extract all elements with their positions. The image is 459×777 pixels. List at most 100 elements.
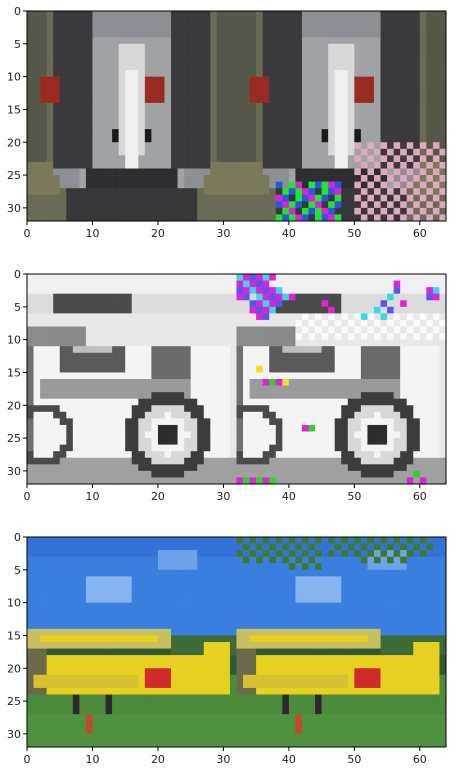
pixel <box>406 43 414 51</box>
pixel <box>347 207 355 215</box>
pixel <box>432 418 440 426</box>
pixel <box>413 287 421 294</box>
pixel <box>131 319 139 327</box>
pixel <box>360 537 368 544</box>
pixel <box>393 280 401 288</box>
pixel <box>171 274 178 281</box>
pixel <box>380 556 388 564</box>
pixel <box>99 418 106 426</box>
pixel <box>112 385 119 393</box>
pixel <box>138 339 146 347</box>
pixel <box>144 319 152 327</box>
pixel <box>151 274 159 281</box>
pixel <box>360 274 368 281</box>
pixel <box>288 287 296 294</box>
pixel <box>380 576 388 584</box>
pixel <box>184 30 191 38</box>
pixel <box>269 135 277 143</box>
pixel <box>400 313 408 321</box>
pixel <box>380 326 388 334</box>
pixel <box>367 563 375 571</box>
pixel <box>373 24 381 31</box>
pixel <box>144 135 152 143</box>
pixel <box>341 116 349 123</box>
pixel <box>295 17 303 25</box>
pixel <box>112 135 119 143</box>
pixel <box>256 464 263 472</box>
pixel <box>131 181 139 189</box>
pixel <box>315 161 322 169</box>
pixel <box>216 411 224 419</box>
pixel <box>315 615 322 623</box>
pixel <box>439 365 447 373</box>
pixel <box>99 470 106 478</box>
pixel <box>72 365 80 373</box>
pixel <box>151 477 159 485</box>
pixel <box>419 352 427 360</box>
pixel <box>59 537 67 544</box>
pixel <box>72 188 80 196</box>
pixel <box>315 392 322 399</box>
pixel <box>282 477 290 485</box>
pixel <box>236 168 244 176</box>
pixel <box>157 30 165 38</box>
pixel <box>79 181 87 189</box>
pixel <box>301 293 309 301</box>
pixel <box>321 333 329 340</box>
pixel <box>151 333 159 340</box>
pixel <box>334 365 342 373</box>
pixel <box>171 129 178 136</box>
pixel <box>216 333 224 340</box>
pixel <box>243 615 250 623</box>
pixel <box>85 333 93 340</box>
pixel <box>269 161 277 169</box>
pixel <box>262 11 270 18</box>
pixel <box>393 333 401 340</box>
pixel <box>406 24 414 31</box>
pixel <box>197 563 205 571</box>
pixel <box>131 293 139 301</box>
pixel <box>432 37 440 45</box>
pixel <box>301 359 309 367</box>
pixel <box>256 274 263 281</box>
pixel <box>59 274 67 281</box>
pixel <box>308 11 316 18</box>
pixel <box>413 24 421 31</box>
pixel <box>177 155 185 163</box>
pixel <box>262 142 270 150</box>
pixel <box>380 30 388 38</box>
pixel <box>347 37 355 45</box>
pixel <box>171 411 178 419</box>
pixel <box>393 451 401 459</box>
pixel <box>406 319 414 327</box>
pixel <box>439 596 447 603</box>
pixel <box>432 287 440 294</box>
pixel <box>262 24 270 31</box>
pixel <box>288 89 296 97</box>
pixel <box>46 96 54 104</box>
pixel <box>360 89 368 97</box>
pixel <box>99 280 106 288</box>
pixel <box>59 175 67 182</box>
pixel <box>439 418 447 426</box>
pixel <box>288 24 296 31</box>
pixel <box>380 339 388 347</box>
pixel <box>288 83 296 91</box>
pixel <box>301 596 309 603</box>
pixel <box>33 116 41 123</box>
pixel <box>190 385 198 393</box>
pixel <box>400 43 408 51</box>
pixel <box>138 168 146 176</box>
pixel <box>249 24 257 31</box>
pixel <box>59 365 67 373</box>
pixel <box>79 129 87 136</box>
pixel <box>360 17 368 25</box>
pixel <box>249 615 257 623</box>
pixel <box>334 161 342 169</box>
pixel <box>190 109 198 117</box>
pixel <box>210 602 218 610</box>
pixel <box>354 175 362 182</box>
pixel <box>262 168 270 176</box>
pixel <box>118 24 126 31</box>
pixel <box>118 280 126 288</box>
